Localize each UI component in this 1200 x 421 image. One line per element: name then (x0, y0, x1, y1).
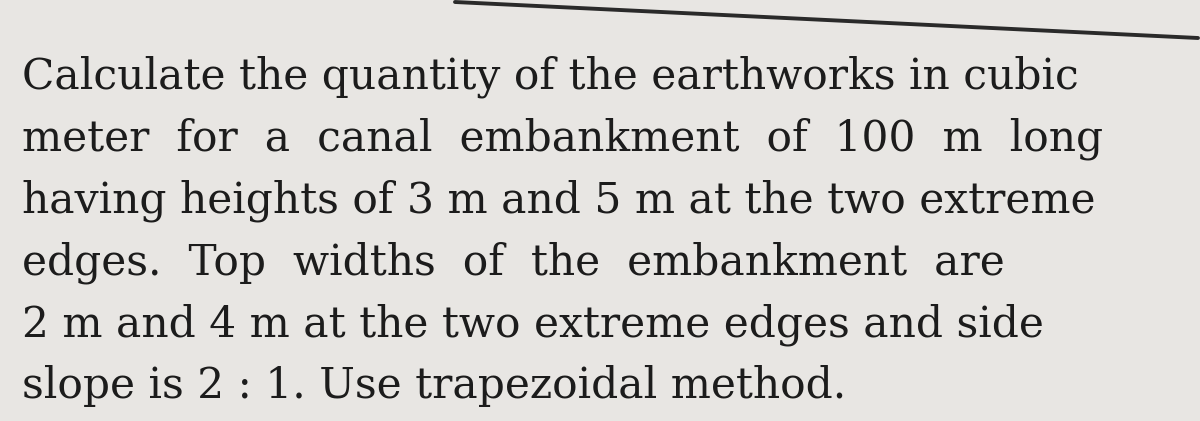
Text: meter  for  a  canal  embankment  of  100  m  long: meter for a canal embankment of 100 m lo… (22, 117, 1103, 160)
Text: Calculate the quantity of the earthworks in cubic: Calculate the quantity of the earthworks… (22, 55, 1079, 98)
Text: having heights of 3 m and 5 m at the two extreme: having heights of 3 m and 5 m at the two… (22, 179, 1096, 221)
Text: 2 m and 4 m at the two extreme edges and side: 2 m and 4 m at the two extreme edges and… (22, 303, 1044, 346)
Text: edges.  Top  widths  of  the  embankment  are: edges. Top widths of the embankment are (22, 241, 1004, 283)
Text: slope is 2 : 1. Use trapezoidal method.: slope is 2 : 1. Use trapezoidal method. (22, 365, 846, 407)
